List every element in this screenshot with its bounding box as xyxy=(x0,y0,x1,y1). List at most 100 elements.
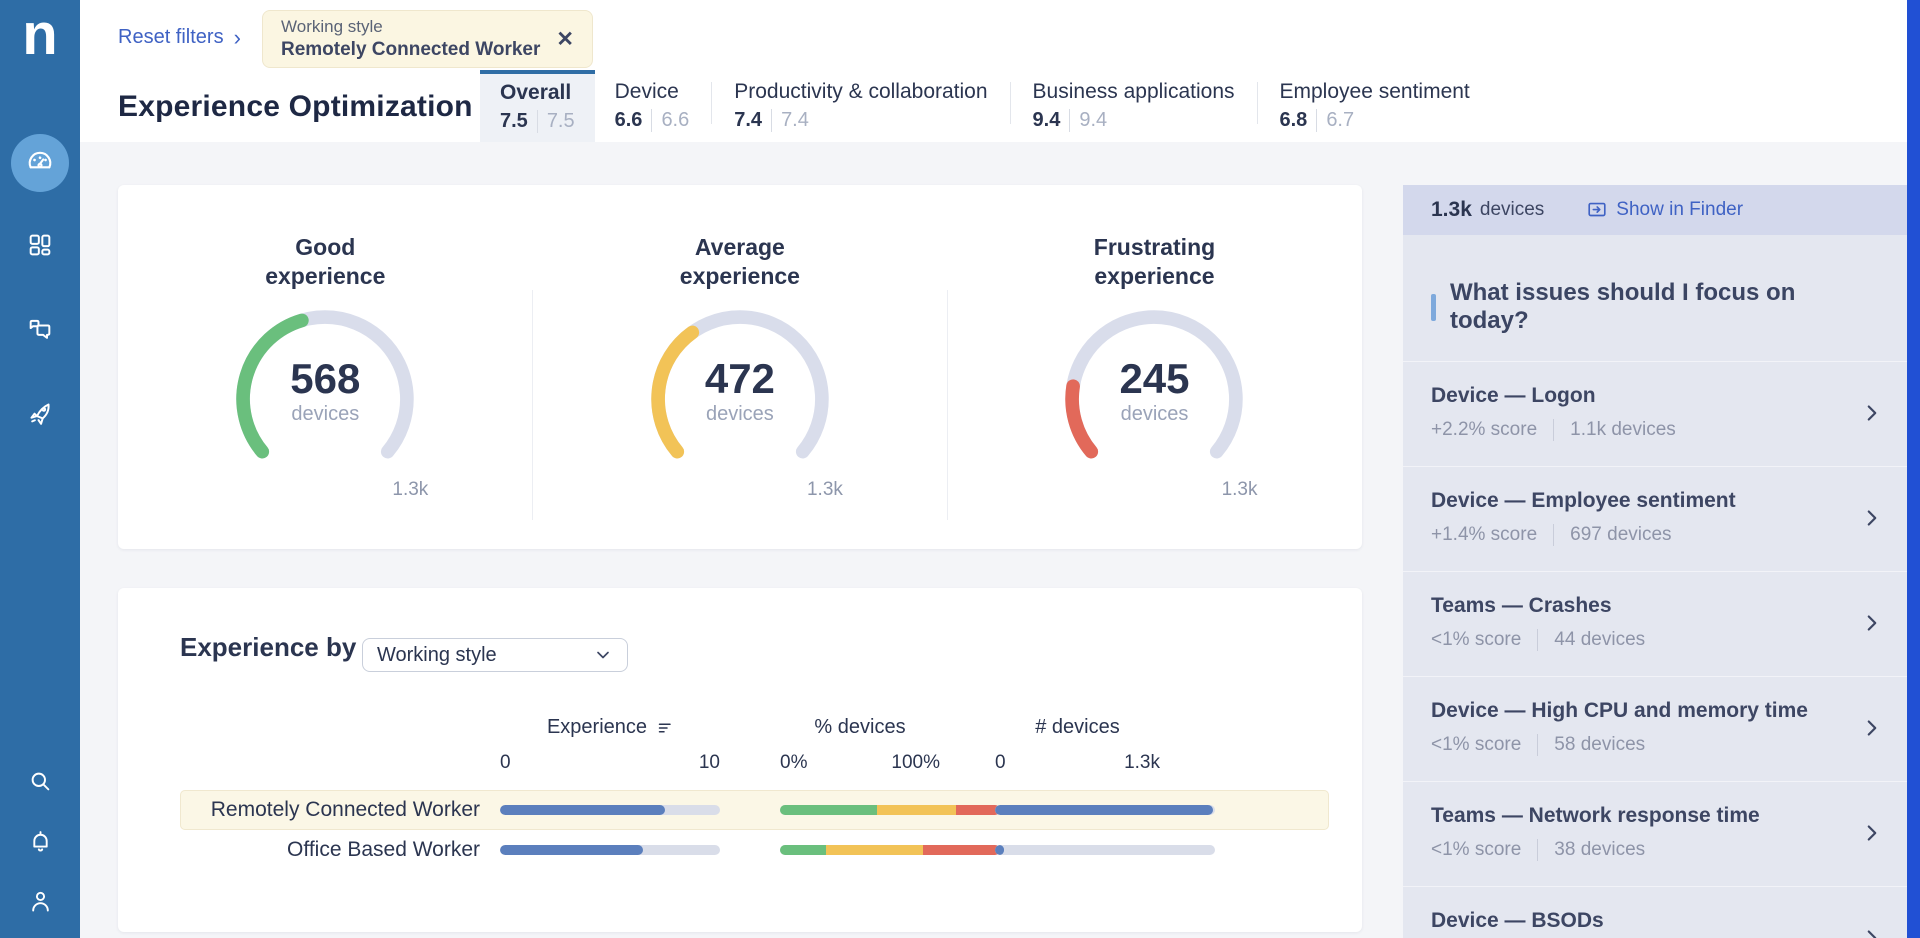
gauge-total: 1.3k xyxy=(392,478,429,500)
show-in-finder-label: Show in Finder xyxy=(1616,199,1744,220)
gauge-good-experience: Good experience 568 devices 1.3k xyxy=(118,185,533,549)
user-icon[interactable] xyxy=(27,888,54,920)
close-icon[interactable]: ✕ xyxy=(556,27,574,51)
sidebar-item-dashboards[interactable] xyxy=(11,218,69,276)
num-devices-bar xyxy=(995,805,1215,815)
gauge-label: Good experience xyxy=(265,234,386,289)
issue-devices: 38 devices xyxy=(1554,839,1646,860)
sort-icon[interactable] xyxy=(655,719,673,737)
tab-business-applications[interactable]: Business applications 9.4 9.4 xyxy=(1013,70,1255,142)
finder-window-icon xyxy=(1588,202,1606,217)
tab-label: Productivity & collaboration xyxy=(734,80,988,103)
topbar: Reset filters › Working style Remotely C… xyxy=(80,0,1907,142)
tab-employee-sentiment[interactable]: Employee sentiment 6.8 6.7 xyxy=(1260,70,1490,142)
issue-score: +1.4% score xyxy=(1431,524,1538,545)
issues-heading: What issues should I focus on today? xyxy=(1403,235,1907,361)
issue-devices: 44 devices xyxy=(1554,629,1646,650)
issue-item-device-bsods[interactable]: Device — BSODs <1% score19 devices xyxy=(1403,886,1907,938)
tab-score: 9.4 xyxy=(1032,109,1061,131)
average-segment xyxy=(876,805,956,815)
issue-item-device-high-cpu[interactable]: Device — High CPU and memory time <1% sc… xyxy=(1403,676,1907,781)
issue-title: Device — Employee sentiment xyxy=(1431,489,1736,512)
row-label: Office Based Worker xyxy=(287,838,480,861)
heading-accent-bar xyxy=(1431,293,1436,321)
experience-by-title: Experience by xyxy=(180,632,357,662)
issue-item-device-employee-sentiment[interactable]: Device — Employee sentiment +1.4% score 6… xyxy=(1403,466,1907,571)
table-axis-row: 0 10 0% 100% 0 1.3k xyxy=(118,752,1362,774)
table-row-office-based-worker[interactable]: Office Based Worker xyxy=(180,830,1329,870)
axis-min: 0% xyxy=(780,752,808,773)
good-segment xyxy=(780,845,827,855)
divider xyxy=(532,290,533,520)
gauge-unit: devices xyxy=(291,402,360,425)
bell-icon[interactable] xyxy=(27,828,54,860)
chevron-right-icon xyxy=(1867,615,1877,631)
issue-score: +2.2% score xyxy=(1431,419,1538,440)
tab-benchmark: 6.7 xyxy=(1316,109,1354,132)
right-edge-strip xyxy=(1907,0,1920,938)
chevron-down-icon xyxy=(597,651,609,659)
tab-score: 7.4 xyxy=(734,109,763,131)
gauge-icon xyxy=(25,146,55,181)
tab-device[interactable]: Device 6.6 6.6 xyxy=(595,70,710,142)
table-row-remotely-connected-worker[interactable]: Remotely Connected Worker xyxy=(180,790,1329,830)
tab-separator xyxy=(1256,82,1258,124)
gauge-average-experience: Average experience 472 devices 1.3k xyxy=(533,185,948,549)
group-by-dropdown[interactable]: Working style xyxy=(362,638,628,672)
device-count-band: 1.3k devices Show in Finder xyxy=(1403,185,1907,235)
tab-overall[interactable]: Overall 7.5 7.5 xyxy=(480,70,595,142)
show-in-finder-link[interactable]: Show in Finder xyxy=(1586,199,1743,221)
chevron-right-icon: › xyxy=(233,24,241,50)
issue-score: <1% score xyxy=(1431,734,1522,755)
chevron-right-icon xyxy=(1867,825,1877,841)
issue-devices: 58 devices xyxy=(1554,734,1646,755)
sidebar-nav xyxy=(11,134,69,444)
axis-max: 100% xyxy=(891,752,940,773)
tab-productivity-collaboration[interactable]: Productivity & collaboration 7.4 7.4 xyxy=(714,70,1007,142)
tab-label: Device xyxy=(614,80,679,103)
gauge-label: Frustrating experience xyxy=(1093,234,1216,289)
pct-devices-bar xyxy=(780,805,1000,815)
issue-title: Teams — Crashes xyxy=(1431,594,1612,617)
tab-separator xyxy=(1009,82,1011,124)
tab-benchmark: 6.6 xyxy=(651,109,689,132)
filter-chip-working-style[interactable]: Working style Remotely Connected Worker … xyxy=(262,10,593,68)
device-count: 1.3k xyxy=(1431,198,1472,221)
device-count-unit: devices xyxy=(1479,199,1545,220)
sidebar-item-experience[interactable] xyxy=(11,134,69,192)
rocket-icon xyxy=(26,399,54,432)
frustrating-segment xyxy=(955,805,1000,815)
issue-item-teams-network-response[interactable]: Teams — Network response time <1% score 3… xyxy=(1403,781,1907,886)
search-icon[interactable] xyxy=(27,768,54,800)
main-content: Good experience 568 devices 1.3k Average… xyxy=(80,142,1907,938)
column-header-pct-devices: % devices xyxy=(814,716,906,738)
score-tabs: Overall 7.5 7.5 Device 6.6 6.6 Productivit… xyxy=(480,70,1490,142)
issue-score: <1% score xyxy=(1431,839,1522,860)
tab-benchmark: 7.4 xyxy=(771,109,809,132)
gauge-label: Average experience xyxy=(679,234,800,289)
row-label: Remotely Connected Worker xyxy=(210,798,480,821)
issue-devices: 1.1k devices xyxy=(1570,419,1676,440)
issue-score: <1% score xyxy=(1431,629,1522,650)
column-header-num-devices: # devices xyxy=(1035,716,1120,738)
issue-item-device-logon[interactable]: Device — Logon +2.2% score 1.1k devices xyxy=(1403,361,1907,466)
issues-panel: 1.3k devices Show in Finder What issues … xyxy=(1403,185,1907,938)
column-header-experience[interactable]: Experience xyxy=(546,716,648,738)
sidebar-item-launch[interactable] xyxy=(11,386,69,444)
reset-filters-link[interactable]: Reset filters › xyxy=(118,26,241,49)
issues-heading-text: What issues should I focus on today? xyxy=(1449,279,1796,334)
gauge-value: 568 xyxy=(290,354,361,402)
tab-score: 7.5 xyxy=(500,110,528,132)
sidebar: n xyxy=(0,0,80,938)
issue-title: Device — High CPU and memory time xyxy=(1431,699,1808,722)
gauge-value: 245 xyxy=(1119,354,1190,402)
issue-item-teams-crashes[interactable]: Teams — Crashes <1% score 44 devices xyxy=(1403,571,1907,676)
tab-score: 6.8 xyxy=(1279,109,1308,131)
sidebar-item-engage[interactable] xyxy=(11,302,69,360)
axis-min: 0 xyxy=(995,752,1006,773)
good-segment xyxy=(780,805,877,815)
chevron-right-icon xyxy=(1867,930,1877,938)
gauge-unit: devices xyxy=(705,402,774,425)
tab-benchmark: 7.5 xyxy=(536,110,575,133)
issue-title: Teams — Network response time xyxy=(1431,804,1760,827)
